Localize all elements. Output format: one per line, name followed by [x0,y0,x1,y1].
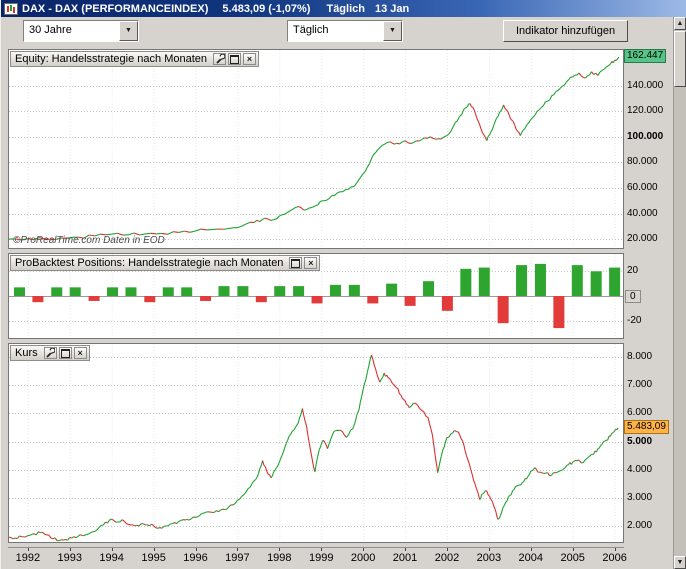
x-axis-tickmark [237,548,239,551]
kurs-panel: Kurs × [8,343,624,543]
chart-toolbar: 30 Jahre ▼ Täglich ▼ Indikator hinzufüge… [1,17,686,44]
y-axis-tick: 60.000 [627,181,658,193]
positions-panel: ProBacktest Positions: Handelsstrategie … [8,253,624,339]
y-axis-tick: 3.000 [627,492,653,504]
kurs-y-axis: 8.000 7.000 6.000 5.000 4.000 3.000 2.000 5.483… [624,343,673,543]
positions-panel-titlebar[interactable]: ProBacktest Positions: Handelsstrategie … [10,255,321,271]
settings-wrench-icon[interactable] [213,53,227,65]
x-axis-tickmark [153,548,155,551]
x-axis-year-label: 1996 [183,552,208,564]
quote-period: Täglich [326,2,365,15]
y-axis-tick: 2.000 [627,520,653,532]
x-axis-tickmark [27,548,29,551]
x-axis-year-label: 1993 [57,552,82,564]
y-axis-tick: 4.000 [627,463,653,475]
period-combobox-value: Täglich [288,20,383,41]
range-combobox[interactable]: 30 Jahre ▼ [23,19,139,42]
x-axis-year-label: 1999 [308,552,334,564]
y-axis-tick: 5.000 [627,435,653,447]
x-axis-year-label: 2006 [602,552,627,564]
close-icon[interactable]: × [73,347,87,359]
equity-panel-title: Equity: Handelsstrategie nach Monaten [15,53,208,65]
x-axis-year-label: 1994 [99,552,124,564]
y-axis-tick: 100.000 [627,130,664,142]
quote-value: 5.483,09 (-1,07%) [222,2,311,15]
y-axis-tick: 40.000 [627,207,658,219]
x-axis-year-label: 1998 [267,552,292,564]
equity-y-axis: 140.000 120.000 100.000 80.000 60.000 40.000 2… [624,49,673,249]
positions-y-axis: 20 0 -20 [624,253,673,339]
kurs-chart-plot[interactable] [9,344,623,542]
y-axis-tick: 6.000 [627,407,653,419]
x-axis-tickmark [572,548,574,551]
x-axis-tickmark [321,548,323,551]
x-axis-tickmark [614,548,616,551]
close-icon[interactable]: × [243,53,257,65]
x-axis-year-label: 2002 [434,552,460,564]
positions-chart-plot[interactable] [9,254,623,338]
charts-area: Equity: Handelsstrategie nach Monaten × … [1,44,686,543]
x-axis-tickmark [195,548,197,551]
y-axis-tick: 80.000 [627,156,658,168]
candlestick-chart-icon [4,2,18,15]
chevron-down-icon[interactable]: ▼ [383,20,402,41]
range-combobox-value: 30 Jahre [24,20,119,41]
copyright-watermark: ©ProRealTime.com Daten in EOD [13,235,165,246]
x-axis-tickmark [69,548,71,551]
maximize-icon[interactable] [58,347,72,359]
y-axis-tick: 140.000 [627,79,664,91]
equity-row: Equity: Handelsstrategie nach Monaten × … [8,49,686,249]
equity-panel-titlebar[interactable]: Equity: Handelsstrategie nach Monaten × [10,51,260,67]
x-axis-year-label: 1992 [15,552,41,564]
positions-row: ProBacktest Positions: Handelsstrategie … [8,253,686,339]
x-axis-tickmark [363,548,365,551]
chevron-down-icon[interactable]: ▼ [119,20,138,41]
vertical-scrollbar[interactable]: ▲ ▼ [673,17,686,569]
scroll-up-icon[interactable]: ▲ [674,17,686,30]
period-combobox[interactable]: Täglich ▼ [287,19,403,42]
x-axis-year-label: 2000 [350,552,376,564]
y-axis-tick: 20.000 [627,233,658,245]
maximize-icon[interactable] [228,53,242,65]
window-titlebar[interactable]: DAX - DAX (PERFORMANCEINDEX) 5.483,09 (-… [1,0,686,17]
close-icon[interactable]: × [304,257,318,269]
add-indicator-button[interactable]: Indikator hinzufügen [503,19,629,42]
x-axis: 1992 1993 1994 1995 1996 1997 1998 1999 2000 2001… [8,547,627,568]
y-axis-tick: 8.000 [627,350,653,362]
x-axis-year-label: 2004 [518,552,544,564]
x-axis-tickmark [405,548,407,551]
kurs-panel-title: Kurs [15,347,38,359]
x-axis-tickmark [446,548,448,551]
y-axis-tick: -20 [627,314,642,326]
x-axis-tickmark [530,548,532,551]
maximize-icon[interactable] [289,257,303,269]
y-axis-tick: 120.000 [627,105,664,117]
y-axis-tick: 20 [627,265,639,277]
x-axis-tickmark [279,548,281,551]
last-value-label: 162.447 [624,49,667,64]
window-title: DAX - DAX (PERFORMANCEINDEX) [22,2,209,15]
equity-chart-plot[interactable] [9,50,623,248]
y-axis-tick: 7.000 [627,379,653,390]
settings-wrench-icon[interactable] [43,347,57,359]
x-axis-year-label: 1997 [225,552,250,564]
equity-panel: Equity: Handelsstrategie nach Monaten × … [8,49,624,249]
x-axis-year-label: 2003 [476,552,502,564]
positions-panel-title: ProBacktest Positions: Handelsstrategie … [15,257,284,269]
kurs-panel-titlebar[interactable]: Kurs × [10,345,90,361]
kurs-row: Kurs × 8.000 7.000 6.000 5.000 4.000 3.000 2.0… [8,343,686,543]
scroll-down-icon[interactable]: ▼ [674,556,686,569]
x-axis-year-label: 2001 [392,552,418,564]
x-axis-year-label: 2005 [560,552,585,564]
last-value-label: 5.483,09 [624,419,669,434]
x-axis-tickmark [488,548,490,551]
scrollbar-thumb[interactable] [674,31,686,87]
x-axis-tickmark [111,548,113,551]
x-axis-year-label: 1995 [141,552,166,564]
quote-date: 13 Jan [374,2,410,15]
y-axis-tick: 0 [625,290,641,303]
